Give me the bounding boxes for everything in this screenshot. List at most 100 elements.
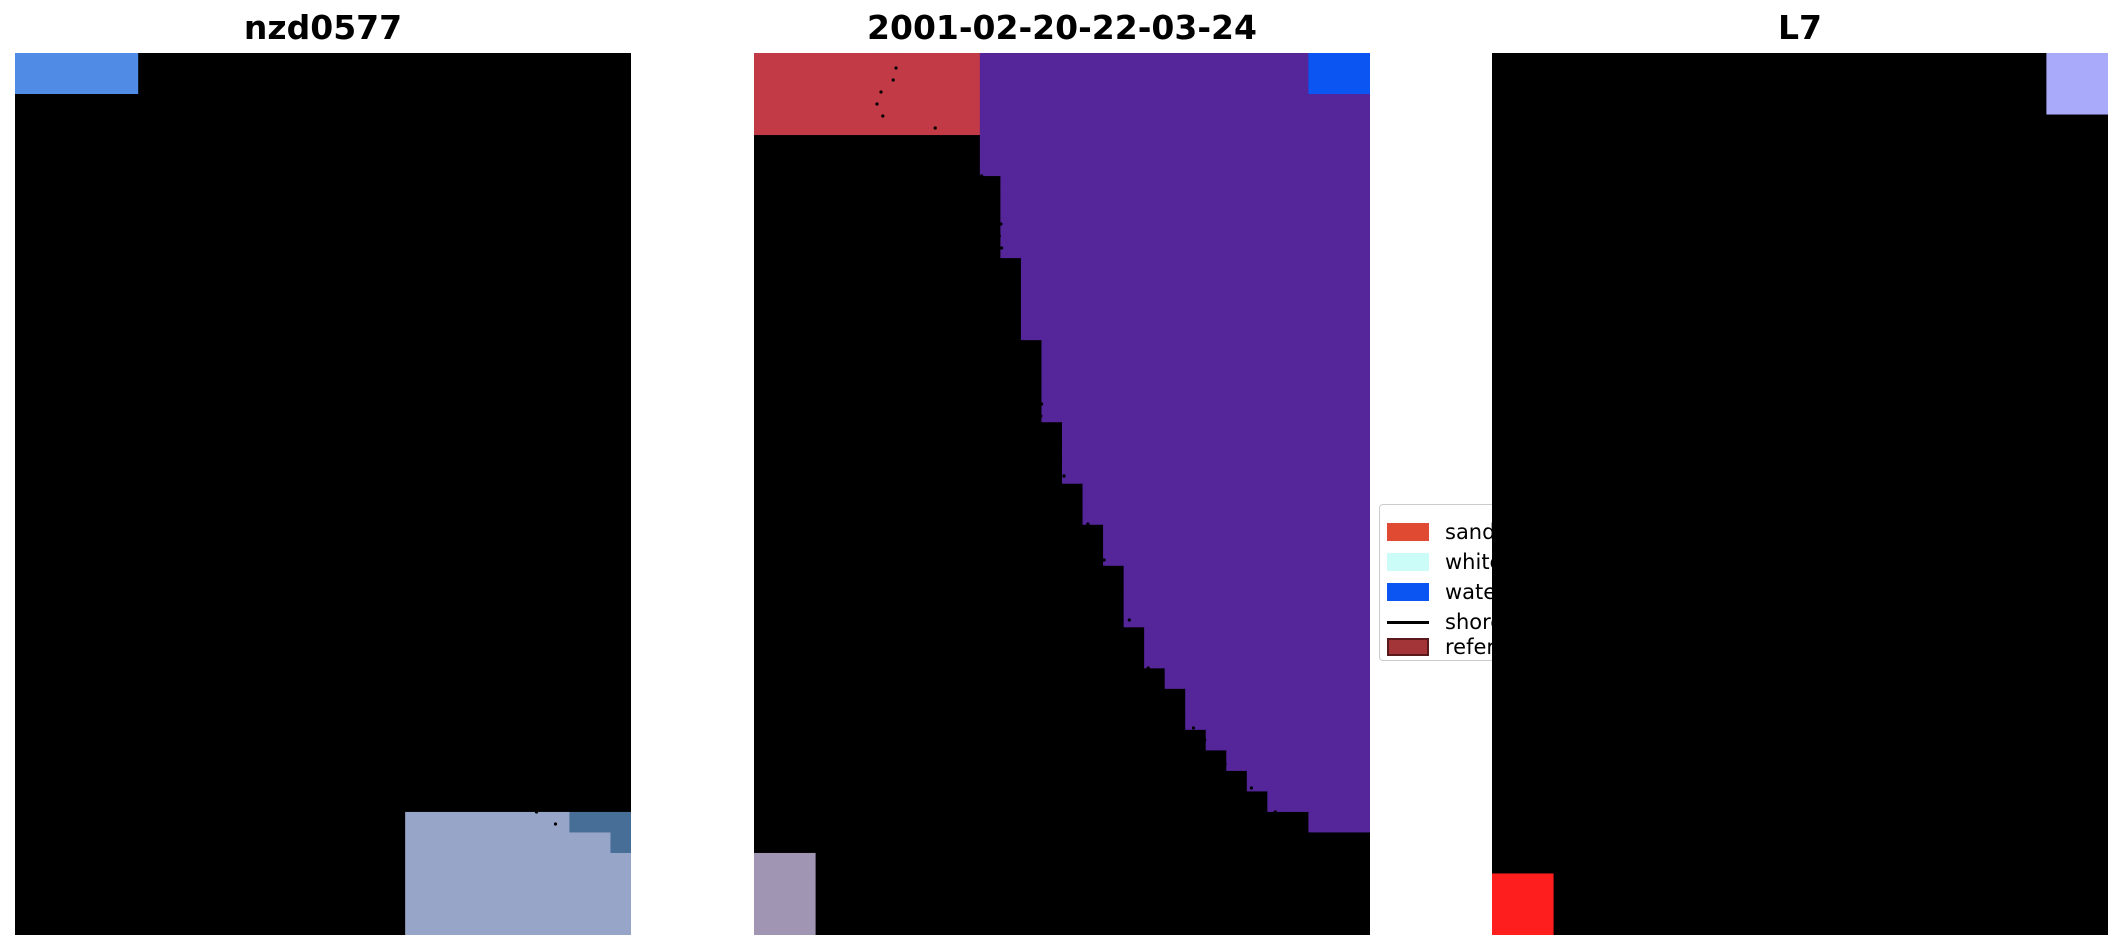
image-pixel [35,442,57,464]
image-pixel [446,483,468,505]
image-pixel [15,668,37,690]
image-pixel [1882,852,1904,875]
image-pixel [1185,709,1207,731]
image-pixel [76,565,98,587]
image-pixel [1492,791,1514,813]
image-pixel [220,606,242,628]
image-pixel [2025,627,2047,649]
image-pixel [35,873,57,895]
image-pixel [979,729,1001,751]
image-pixel [384,299,406,321]
image-pixel [1185,155,1207,177]
image-pixel [856,729,878,751]
image-pixel [1041,237,1063,259]
image-pixel [220,770,242,793]
shoreline-point [1181,714,1186,718]
shoreline-point [377,594,381,598]
image-pixel [938,770,960,793]
image-pixel [2087,258,2108,280]
image-pixel [1062,217,1084,239]
image-pixel [117,401,139,423]
image-pixel [15,73,37,95]
image-pixel [199,401,221,423]
shoreline-point [1843,570,1847,574]
image-pixel [1635,53,1657,75]
image-pixel [1349,155,1370,177]
image-pixel [1041,709,1063,731]
image-pixel [589,545,612,567]
image-pixel [918,832,940,854]
image-pixel [425,852,447,875]
image-pixel [425,914,447,935]
image-pixel [1738,627,1760,649]
image-pixel [1902,688,1924,710]
image-pixel [528,688,550,710]
image-pixel [1984,401,2006,423]
image-pixel [1841,299,1863,321]
image-pixel [1205,545,1227,567]
image-pixel [836,586,858,608]
image-pixel [1964,770,1986,793]
image-pixel [836,770,858,793]
image-pixel [1492,606,1514,628]
image-pixel [2025,463,2047,485]
image-pixel [1738,196,1760,218]
image-pixel [179,647,201,669]
image-pixel [856,196,878,218]
image-pixel [1226,442,1248,464]
shoreline-point [1018,342,1022,346]
image-pixel [405,729,427,751]
image-pixel [76,893,98,916]
image-pixel [487,791,509,813]
image-pixel [2066,73,2089,95]
image-pixel [1902,442,1924,464]
image-pixel [487,709,509,731]
image-pixel [856,750,878,772]
image-pixel [877,463,899,485]
image-pixel [1820,114,1842,136]
image-pixel [1267,135,1289,157]
image-pixel [795,258,817,280]
image-pixel [1164,586,1186,608]
image-pixel [364,483,386,505]
image-pixel [815,483,837,505]
panel-ndwi: L7 [1492,0,2108,950]
image-pixel [2066,668,2089,690]
image-pixel [877,504,899,526]
image-pixel [323,811,345,834]
image-pixel [466,709,488,731]
image-pixel [1533,729,1555,751]
image-pixel [754,668,776,690]
image-pixel [1697,463,1719,485]
image-pixel [425,340,447,362]
image-pixel [897,770,919,793]
image-pixel [1553,442,1575,464]
image-pixel [425,442,447,464]
image-pixel [1820,442,1842,464]
image-pixel [877,135,899,157]
image-pixel [1861,729,1883,751]
image-pixel [1717,135,1739,157]
image-pixel [1205,463,1227,485]
image-pixel [1103,442,1125,464]
image-pixel [1308,94,1330,116]
image-pixel [815,750,837,772]
image-pixel [2066,873,2089,895]
image-pixel [1144,483,1166,505]
image-pixel [56,299,78,321]
image-pixel [323,545,345,567]
image-pixel [1882,770,1904,793]
image-pixel [1492,73,1514,95]
image-pixel [1800,545,1822,567]
image-pixel [2046,381,2068,403]
image-pixel [897,360,919,382]
image-pixel [2087,176,2108,198]
image-pixel [1000,524,1022,546]
image-pixel [1164,135,1186,157]
image-pixel [1841,360,1863,382]
image-pixel [56,688,78,710]
image-pixel [1594,811,1616,834]
image-pixel [1697,545,1719,567]
image-pixel [938,258,960,280]
image-pixel [754,360,776,382]
